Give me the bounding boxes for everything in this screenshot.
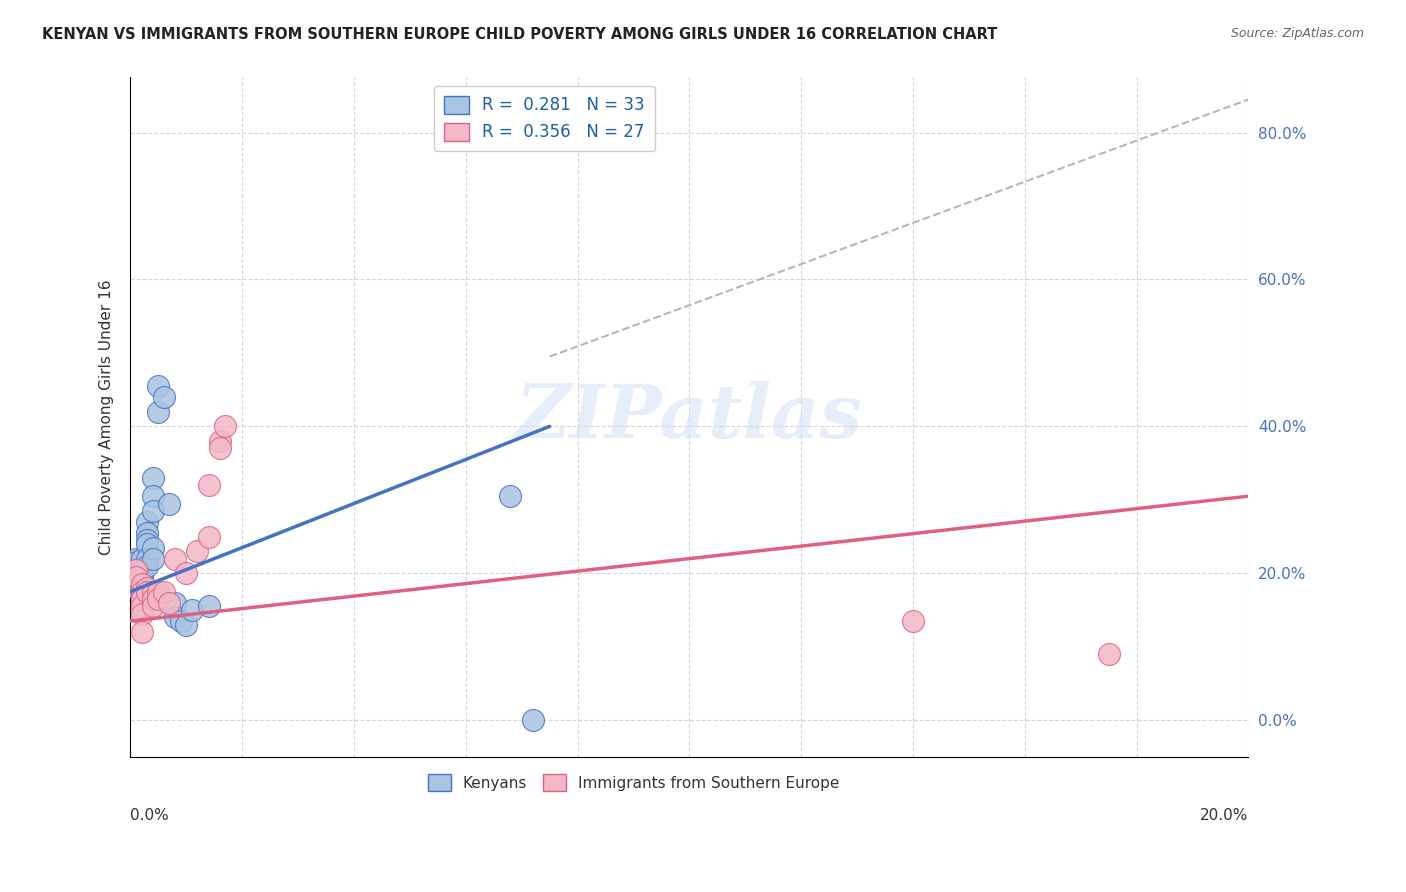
Point — [131, 599, 153, 614]
Point — [125, 581, 148, 595]
Point — [208, 442, 231, 456]
Point — [901, 614, 924, 628]
Point — [174, 617, 197, 632]
Point — [125, 555, 148, 569]
Point — [153, 390, 176, 404]
Text: KENYAN VS IMMIGRANTS FROM SOUTHERN EUROPE CHILD POVERTY AMONG GIRLS UNDER 16 COR: KENYAN VS IMMIGRANTS FROM SOUTHERN EUROP… — [42, 27, 997, 42]
Point — [136, 558, 159, 573]
Point — [131, 592, 153, 607]
Text: ZIPatlas: ZIPatlas — [516, 381, 863, 453]
Point — [165, 596, 187, 610]
Point — [165, 551, 187, 566]
Text: 0.0%: 0.0% — [131, 808, 169, 823]
Point — [153, 584, 176, 599]
Point — [142, 489, 165, 503]
Point — [131, 584, 153, 599]
Point — [148, 379, 170, 393]
Point — [142, 541, 165, 555]
Point — [125, 570, 148, 584]
Point — [148, 584, 170, 599]
Point — [197, 599, 219, 614]
Point — [136, 537, 159, 551]
Point — [142, 471, 165, 485]
Point — [131, 607, 153, 621]
Point — [136, 551, 159, 566]
Point — [180, 603, 202, 617]
Point — [131, 558, 153, 573]
Point — [174, 566, 197, 581]
Point — [136, 584, 159, 599]
Point — [142, 504, 165, 518]
Point — [131, 574, 153, 588]
Point — [125, 570, 148, 584]
Point — [125, 563, 148, 577]
Point — [186, 544, 208, 558]
Y-axis label: Child Poverty Among Girls Under 16: Child Poverty Among Girls Under 16 — [100, 279, 114, 555]
Point — [136, 581, 159, 595]
Point — [148, 592, 170, 607]
Point — [142, 592, 165, 607]
Point — [159, 496, 181, 510]
Point — [131, 584, 153, 599]
Point — [131, 566, 153, 581]
Point — [136, 525, 159, 540]
Point — [208, 434, 231, 448]
Point — [1098, 647, 1121, 661]
Point — [131, 551, 153, 566]
Text: 20.0%: 20.0% — [1201, 808, 1249, 823]
Point — [136, 515, 159, 529]
Point — [142, 584, 165, 599]
Point — [125, 551, 148, 566]
Point — [214, 419, 236, 434]
Point — [169, 614, 191, 628]
Point — [499, 489, 522, 503]
Point — [142, 599, 165, 614]
Point — [165, 610, 187, 624]
Legend: Kenyans, Immigrants from Southern Europe: Kenyans, Immigrants from Southern Europe — [422, 768, 845, 797]
Point — [159, 596, 181, 610]
Point — [197, 478, 219, 492]
Point — [131, 570, 153, 584]
Point — [131, 625, 153, 640]
Point — [131, 577, 153, 591]
Text: Source: ZipAtlas.com: Source: ZipAtlas.com — [1230, 27, 1364, 40]
Point — [148, 405, 170, 419]
Point — [522, 713, 544, 727]
Point — [142, 551, 165, 566]
Point — [136, 533, 159, 548]
Point — [197, 530, 219, 544]
